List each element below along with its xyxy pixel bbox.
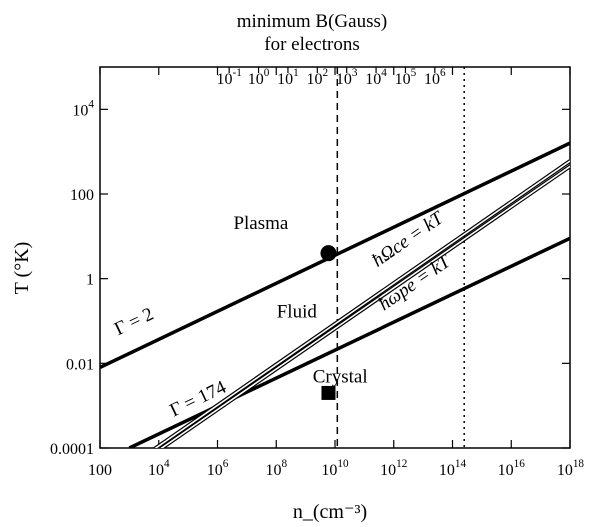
top-tick-label-base: 10: [424, 71, 440, 88]
x-axis-label-main: n_(cm⁻³): [293, 501, 367, 523]
y-tick-label-base: 0.0001: [50, 441, 94, 458]
top-tick-label-base: 10: [336, 71, 352, 88]
x-tick-label-exponent: 18: [573, 458, 585, 470]
circle-marker: [320, 245, 337, 262]
x-tick-label-base: 10: [557, 462, 573, 479]
x-tick-label: 1010: [321, 458, 349, 479]
top-tick-label: 10-1: [217, 67, 242, 88]
double-line-inner: [154, 160, 570, 448]
x-tick-label-exponent: 16: [514, 458, 526, 470]
top-axis-title-line2: for electrons: [264, 34, 359, 55]
y-tick-label-exponent: 4: [88, 98, 94, 110]
top-tick-label: 101: [277, 67, 299, 88]
x-tick-label-base: 10: [498, 462, 514, 479]
boundary-line: [128, 236, 570, 448]
x-tick-label: 1016: [498, 458, 526, 479]
y-tick-label: 0.0001: [50, 441, 94, 458]
top-tick-label-base: 10: [277, 71, 293, 88]
x-tick-label: 106: [207, 458, 229, 479]
x-tick-label: 1014: [439, 458, 467, 479]
x-tick-label-base: 10: [380, 462, 396, 479]
top-tick-label-exponent: -1: [233, 67, 242, 79]
x-tick-label: 1012: [380, 458, 407, 479]
top-tick-label: 102: [307, 67, 329, 88]
y-tick-label: 100: [70, 187, 94, 204]
x-tick-label-base: 10: [148, 462, 164, 479]
x-tick-label: 108: [265, 458, 287, 479]
x-tick-label-exponent: 6: [223, 458, 229, 470]
top-tick-label: 104: [365, 67, 387, 88]
y-tick-label: 1: [86, 272, 94, 289]
top-tick-label-exponent: 4: [381, 67, 387, 79]
y-tick-label-base: 10: [72, 102, 88, 119]
top-tick-label: 103: [336, 67, 358, 88]
y-tick-label-base: 0.01: [66, 356, 94, 373]
top-tick-label-exponent: 6: [440, 67, 446, 79]
x-tick-label-base: 10: [321, 462, 337, 479]
region-label: Fluid: [277, 302, 318, 323]
x-tick-label-exponent: 4: [164, 458, 170, 470]
y-tick-label-base: 1: [86, 272, 94, 289]
x-tick-label-exponent: 8: [281, 458, 287, 470]
x-tick-label-base: 10: [207, 462, 223, 479]
x-tick-label: 100: [88, 462, 112, 479]
y-tick-label: 0.01: [66, 356, 94, 373]
plot-area: 100 104 106 108 1010 1012 1014 1016 10180.00010.…: [50, 66, 585, 479]
square-marker: [321, 385, 336, 400]
line-label: Γ = 2: [111, 304, 157, 340]
top-tick-label-base: 10: [217, 71, 233, 88]
x-tick-label-exponent: 10: [337, 458, 349, 470]
double-line-inner: [160, 165, 570, 448]
top-tick-label-base: 10: [307, 71, 323, 88]
region-label: Crystal: [313, 367, 368, 388]
top-tick-label: 100: [248, 67, 270, 88]
top-axis-title-line1: minimum B(Gauss): [237, 11, 387, 32]
top-tick-label-base: 10: [365, 71, 381, 88]
x-tick-label: 1018: [557, 458, 585, 479]
x-axis-label: n_(cm⁻³): [293, 501, 367, 523]
y-axis-label: T (°K): [11, 242, 33, 295]
top-tick-label-exponent: 5: [411, 67, 417, 79]
region-label: Plasma: [233, 213, 288, 234]
x-tick-label-base: 10: [265, 462, 281, 479]
top-tick-label-exponent: 2: [323, 67, 329, 79]
top-tick-label-base: 10: [395, 71, 411, 88]
x-tick-label-base: 10: [439, 462, 455, 479]
top-tick-label: 105: [395, 67, 417, 88]
x-tick-label-base: 100: [88, 462, 112, 479]
top-tick-label-exponent: 0: [264, 67, 270, 79]
y-tick-label-base: 100: [70, 187, 94, 204]
x-tick-label: 104: [148, 458, 170, 479]
top-tick-label-base: 10: [248, 71, 264, 88]
y-tick-label: 104: [72, 98, 94, 119]
top-tick-label-exponent: 3: [352, 67, 358, 79]
x-tick-label-exponent: 12: [396, 458, 407, 470]
top-tick-label-exponent: 1: [293, 67, 299, 79]
top-tick-label: 106: [424, 67, 446, 88]
x-tick-label-exponent: 14: [455, 458, 467, 470]
